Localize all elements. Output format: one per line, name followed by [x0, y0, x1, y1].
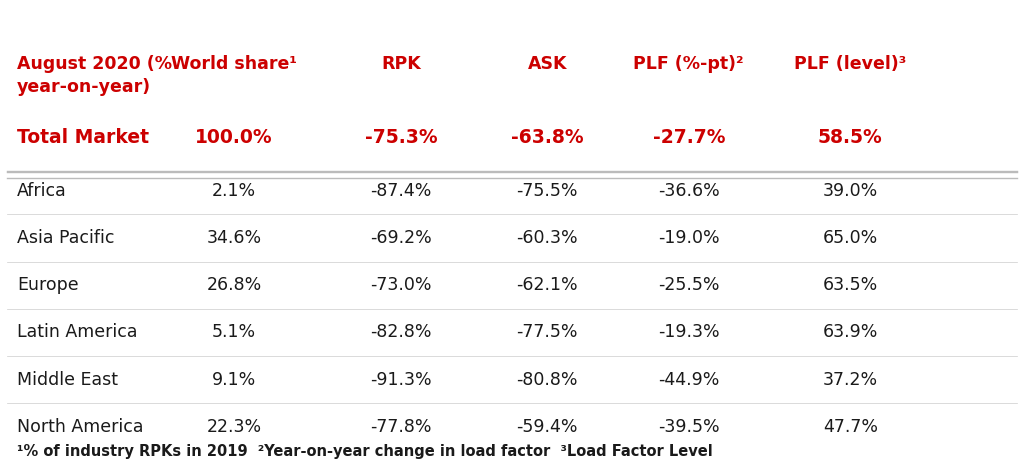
Text: -75.3%: -75.3%: [365, 128, 437, 147]
Text: 34.6%: 34.6%: [207, 229, 262, 247]
Text: ¹% of industry RPKs in 2019  ²Year-on-year change in load factor  ³Load Factor L: ¹% of industry RPKs in 2019 ²Year-on-yea…: [17, 444, 713, 459]
Text: 9.1%: 9.1%: [212, 371, 256, 389]
Text: ASK: ASK: [527, 55, 567, 73]
Text: -39.5%: -39.5%: [658, 418, 720, 436]
Text: 5.1%: 5.1%: [212, 324, 256, 342]
Text: -19.0%: -19.0%: [658, 229, 720, 247]
Text: -63.8%: -63.8%: [511, 128, 584, 147]
Text: -73.0%: -73.0%: [370, 276, 432, 294]
Text: -77.8%: -77.8%: [370, 418, 432, 436]
Text: -80.8%: -80.8%: [516, 371, 579, 389]
Text: PLF (%-pt)²: PLF (%-pt)²: [634, 55, 744, 73]
Text: -25.5%: -25.5%: [658, 276, 720, 294]
Text: Africa: Africa: [17, 182, 67, 200]
Text: 58.5%: 58.5%: [818, 128, 883, 147]
Text: 100.0%: 100.0%: [196, 128, 273, 147]
Text: 37.2%: 37.2%: [823, 371, 878, 389]
Text: -75.5%: -75.5%: [516, 182, 579, 200]
Text: August 2020 (%
year-on-year): August 2020 (% year-on-year): [17, 55, 172, 96]
Text: RPK: RPK: [381, 55, 421, 73]
Text: 65.0%: 65.0%: [822, 229, 878, 247]
Text: Total Market: Total Market: [17, 128, 150, 147]
Text: -36.6%: -36.6%: [657, 182, 720, 200]
Text: 22.3%: 22.3%: [207, 418, 262, 436]
Text: Asia Pacific: Asia Pacific: [17, 229, 115, 247]
Text: -82.8%: -82.8%: [370, 324, 432, 342]
Text: 26.8%: 26.8%: [207, 276, 262, 294]
Text: 39.0%: 39.0%: [822, 182, 878, 200]
Text: -60.3%: -60.3%: [516, 229, 579, 247]
Text: Europe: Europe: [17, 276, 79, 294]
Text: 63.9%: 63.9%: [822, 324, 878, 342]
Text: -62.1%: -62.1%: [516, 276, 579, 294]
Text: -59.4%: -59.4%: [516, 418, 579, 436]
Text: -91.3%: -91.3%: [370, 371, 432, 389]
Text: 47.7%: 47.7%: [823, 418, 878, 436]
Text: Latin America: Latin America: [17, 324, 137, 342]
Text: -19.3%: -19.3%: [658, 324, 720, 342]
Text: -44.9%: -44.9%: [658, 371, 720, 389]
Text: -69.2%: -69.2%: [370, 229, 432, 247]
Text: -87.4%: -87.4%: [371, 182, 431, 200]
Text: North America: North America: [17, 418, 143, 436]
Text: PLF (level)³: PLF (level)³: [795, 55, 906, 73]
Text: -27.7%: -27.7%: [652, 128, 725, 147]
Text: Middle East: Middle East: [17, 371, 118, 389]
Text: -77.5%: -77.5%: [516, 324, 579, 342]
Text: World share¹: World share¹: [171, 55, 297, 73]
Text: 2.1%: 2.1%: [212, 182, 256, 200]
Text: 63.5%: 63.5%: [822, 276, 878, 294]
